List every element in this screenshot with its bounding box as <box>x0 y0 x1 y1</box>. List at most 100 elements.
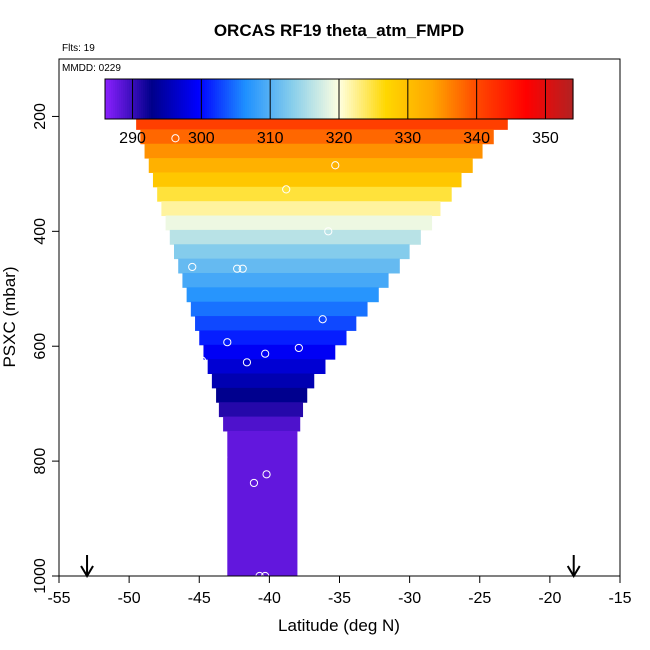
observation-point <box>331 161 340 170</box>
colorbar-segment <box>517 79 520 119</box>
colorbar-segment <box>333 79 336 119</box>
colorbar-segment <box>317 79 320 119</box>
colorbar-segment <box>529 79 532 119</box>
y-tick-label: 600 <box>32 333 49 360</box>
colorbar-segment <box>121 79 124 119</box>
x-tick-label: -35 <box>328 590 351 607</box>
colorbar-segment <box>545 79 548 119</box>
colorbar-segment <box>263 79 266 119</box>
colorbar-segment <box>201 79 204 119</box>
colorbar-segment <box>127 79 130 119</box>
colorbar-segment <box>483 79 486 119</box>
colorbar-segment <box>401 79 404 119</box>
colorbar-segment <box>105 79 108 119</box>
colorbar-segment <box>503 79 506 119</box>
y-tick-label: 400 <box>32 218 49 245</box>
colorbar-segment <box>423 79 426 119</box>
colorbar-segment <box>479 79 482 119</box>
colorbar-segment <box>471 79 474 119</box>
colorbar-segment <box>259 79 262 119</box>
colorbar-segment <box>271 79 274 119</box>
colorbar-segment <box>203 79 206 119</box>
colorbar-segment <box>487 79 490 119</box>
colorbar-segment <box>231 79 234 119</box>
colorbar-segment <box>435 79 438 119</box>
observation-point <box>318 315 327 324</box>
colorbar-segment <box>485 79 488 119</box>
x-tick-label: -50 <box>118 590 141 607</box>
colorbar-segment <box>325 79 328 119</box>
x-tick-label: -20 <box>538 590 561 607</box>
observation-point <box>233 264 242 273</box>
colorbar-segment <box>453 79 456 119</box>
colorbar-segment <box>281 79 284 119</box>
colorbar-segment <box>559 79 562 119</box>
colorbar-segment <box>247 79 250 119</box>
colorbar-segment <box>491 79 494 119</box>
colorbar-segment <box>461 79 464 119</box>
observation-point <box>294 343 303 353</box>
colorbar-segment <box>489 79 492 119</box>
colorbar-segment <box>313 79 316 119</box>
colorbar-segment <box>399 79 402 119</box>
colorbar-segment <box>195 79 198 119</box>
colorbar-segment <box>499 79 502 119</box>
colorbar-segment <box>239 79 242 119</box>
colorbar-segment <box>335 79 338 119</box>
colorbar-segment <box>155 79 158 119</box>
colorbar-tick-label: 310 <box>257 130 284 147</box>
colorbar-segment <box>169 79 172 119</box>
colorbar-segment <box>305 79 308 119</box>
colorbar-segment <box>275 79 278 119</box>
colorbar-segment <box>331 79 334 119</box>
colorbar-segment <box>179 79 182 119</box>
observation-point <box>242 358 252 367</box>
colorbar-segment <box>397 79 400 119</box>
heatmap-cell <box>207 359 326 375</box>
colorbar-segment <box>115 79 118 119</box>
x-axis: -55 -50 -45 -40 -35 -30 -25 -20 -15 <box>47 576 632 607</box>
heatmap-cell <box>203 344 336 360</box>
colorbar-segment <box>215 79 218 119</box>
colorbar-segment <box>205 79 208 119</box>
heatmap-cell <box>148 158 473 173</box>
colorbar-segment <box>393 79 396 119</box>
observation-point <box>171 134 180 143</box>
colorbar-segment <box>141 79 144 119</box>
colorbar-segment <box>225 79 228 119</box>
observation-point <box>324 227 333 236</box>
colorbar-segment <box>297 79 300 119</box>
x-tick-label: -25 <box>468 590 491 607</box>
heatmap-cell <box>227 430 298 576</box>
colorbar-tick-label: 340 <box>463 130 490 147</box>
colorbar-segment <box>349 79 352 119</box>
colorbar-segment <box>309 79 312 119</box>
colorbar-segment <box>207 79 210 119</box>
heatmap-cell <box>140 129 494 145</box>
colorbar-segment <box>149 79 152 119</box>
colorbar-segment <box>463 79 466 119</box>
colorbar-segment <box>369 79 372 119</box>
heatmap-cell <box>161 201 441 217</box>
colorbar-segment <box>465 79 468 119</box>
colorbar-segment <box>561 79 564 119</box>
colorbar-segment <box>371 79 374 119</box>
colorbar-segment <box>497 79 500 119</box>
colorbar-tick-label: 290 <box>119 130 146 147</box>
observation-point <box>262 470 271 479</box>
observation-point <box>202 477 211 486</box>
colorbar-segment <box>261 79 264 119</box>
colorbar-segment <box>359 79 362 119</box>
colorbar-segment <box>233 79 236 119</box>
colorbar-segment <box>361 79 364 119</box>
colorbar-segment <box>343 79 346 119</box>
heatmap-cell <box>223 416 301 432</box>
colorbar-segment <box>161 79 164 119</box>
colorbar-segment <box>189 79 192 119</box>
colorbar-segment <box>129 79 132 119</box>
colorbar-segment <box>167 79 170 119</box>
colorbar-segment <box>119 79 122 119</box>
colorbar-segment <box>273 79 276 119</box>
colorbar-segment <box>163 79 166 119</box>
colorbar-segment <box>531 79 534 119</box>
